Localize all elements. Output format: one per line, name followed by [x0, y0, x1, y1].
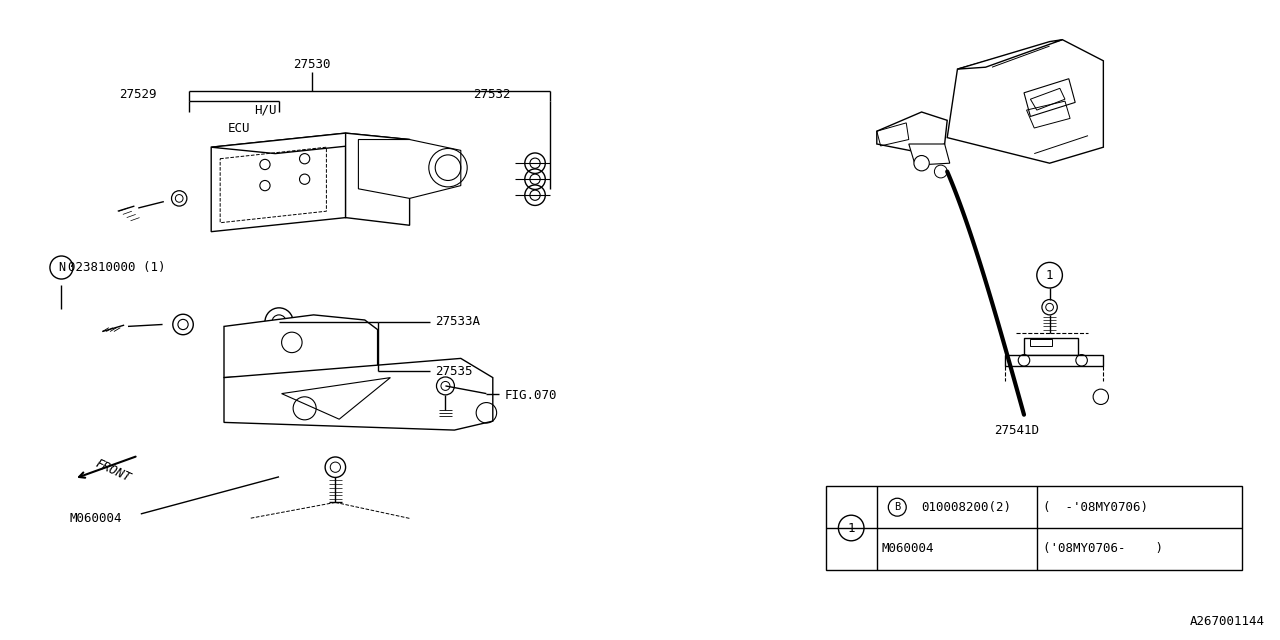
Circle shape — [934, 165, 947, 178]
Polygon shape — [877, 112, 947, 152]
Text: 27529: 27529 — [119, 88, 156, 101]
Text: 1: 1 — [847, 522, 855, 534]
Text: ('08MY0706-    ): ('08MY0706- ) — [1043, 542, 1164, 556]
Text: N: N — [58, 261, 65, 274]
Text: 1: 1 — [1046, 269, 1053, 282]
Polygon shape — [224, 315, 378, 378]
Text: FIG.070: FIG.070 — [504, 389, 557, 402]
Polygon shape — [211, 133, 410, 154]
Text: 27541D: 27541D — [993, 424, 1039, 436]
Polygon shape — [957, 40, 1062, 69]
Text: H/U: H/U — [253, 104, 276, 116]
Text: 27533A: 27533A — [435, 316, 480, 328]
Polygon shape — [282, 378, 390, 419]
Text: M060004: M060004 — [882, 542, 934, 556]
Polygon shape — [1024, 338, 1078, 355]
Text: 023810000 (1): 023810000 (1) — [68, 261, 165, 274]
Text: M060004: M060004 — [69, 512, 122, 525]
Polygon shape — [224, 358, 493, 430]
Text: 27535: 27535 — [435, 365, 472, 378]
Polygon shape — [909, 144, 950, 165]
Text: 27532: 27532 — [474, 88, 511, 101]
Text: B: B — [895, 502, 900, 512]
Text: FRONT: FRONT — [93, 456, 133, 484]
Text: 27530: 27530 — [293, 58, 332, 70]
Circle shape — [914, 156, 929, 171]
Polygon shape — [346, 133, 410, 225]
Bar — [826, 486, 1242, 570]
Polygon shape — [358, 140, 461, 198]
Polygon shape — [1005, 355, 1103, 366]
Text: 010008200(2): 010008200(2) — [922, 500, 1011, 514]
Text: ECU: ECU — [228, 122, 251, 134]
Polygon shape — [211, 133, 346, 232]
Text: A267001144: A267001144 — [1190, 615, 1265, 628]
Polygon shape — [947, 40, 1103, 163]
Text: (  -'08MY0706): ( -'08MY0706) — [1043, 500, 1148, 514]
